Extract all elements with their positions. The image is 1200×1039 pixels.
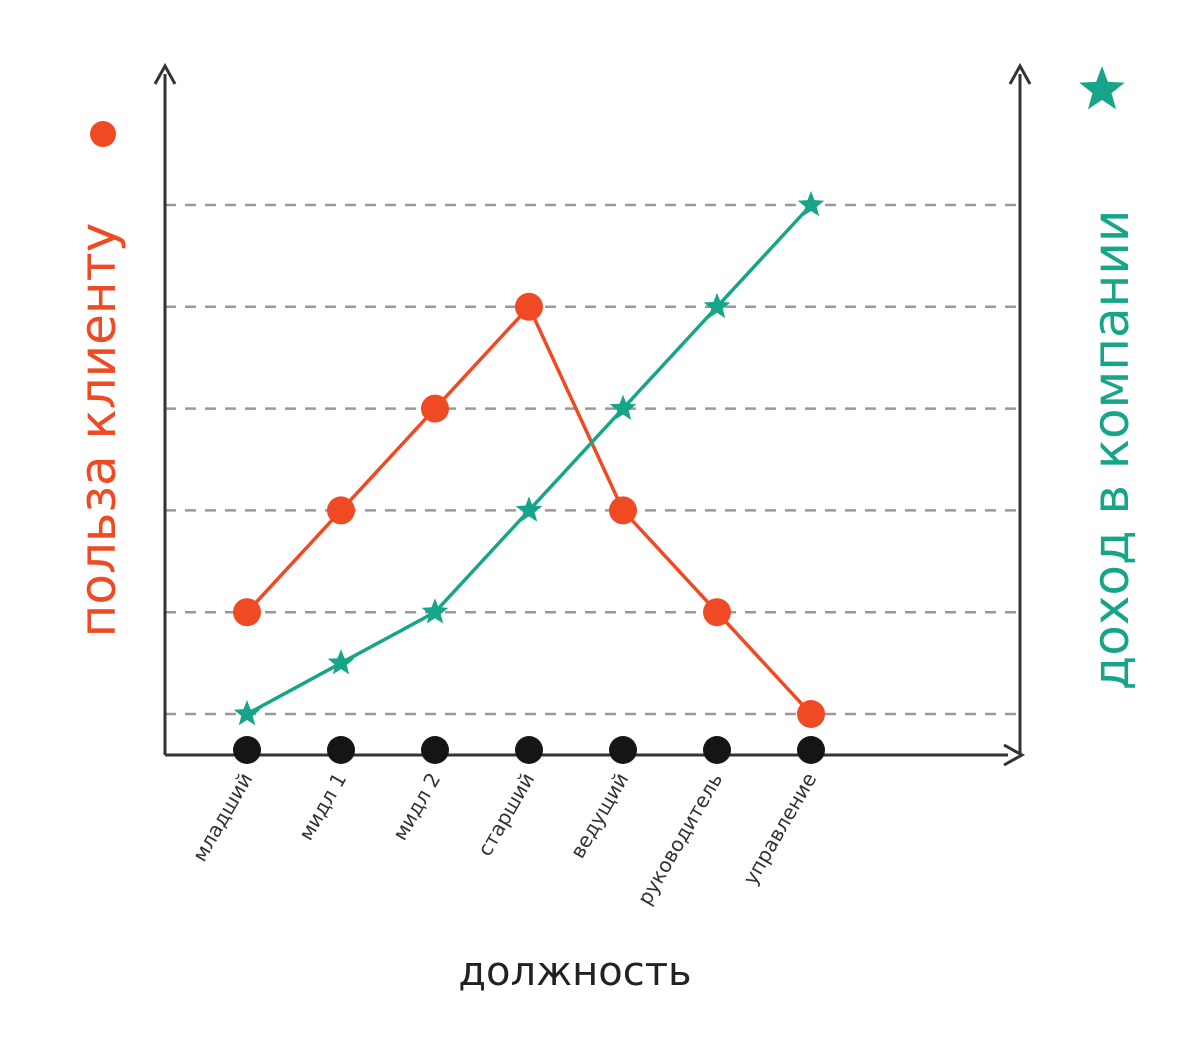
legend-star-marker	[1079, 66, 1125, 110]
data-point	[609, 496, 637, 525]
y-axis-right-title: доход в компании	[1082, 210, 1140, 691]
x-axis-title: должность	[458, 949, 691, 995]
x-tick-label: старший	[473, 769, 540, 861]
series-line	[246, 203, 813, 716]
grid-lines	[165, 203, 1020, 716]
data-point	[609, 394, 637, 420]
category-marker	[327, 736, 355, 764]
data-point	[703, 292, 731, 319]
data-point	[233, 700, 261, 726]
category-marker	[703, 736, 731, 764]
category-markers	[233, 736, 825, 764]
series-income	[233, 191, 825, 726]
x-tick-label: управление	[738, 769, 821, 889]
data-point	[703, 598, 731, 627]
data-point	[421, 598, 449, 624]
x-tick-labels: младший мидл 1 мидл 2 старший ведущий руковод…	[187, 769, 821, 909]
x-tick-label: ведущий	[565, 769, 633, 863]
legend-circle-marker	[90, 121, 116, 147]
x-tick-label: мидл 1	[294, 769, 352, 845]
data-point	[327, 496, 355, 525]
series-benefit	[233, 292, 825, 728]
category-marker	[421, 736, 449, 764]
y-axis-left-title: польза клиенту	[69, 223, 127, 638]
data-point	[327, 649, 355, 675]
x-axis-arrow	[1003, 743, 1026, 767]
data-point	[515, 496, 543, 522]
y-axis-right-arrow	[1008, 62, 1032, 85]
x-tick-label: младший	[187, 769, 257, 866]
data-point	[515, 292, 543, 321]
x-tick-label: руководитель	[632, 769, 727, 909]
category-marker	[609, 736, 637, 764]
data-point	[797, 700, 825, 728]
data-point	[421, 394, 449, 423]
data-point	[233, 598, 261, 627]
data-point	[797, 191, 825, 217]
category-marker	[515, 736, 543, 764]
x-tick-label: мидл 2	[388, 769, 446, 845]
category-marker	[233, 736, 261, 764]
category-marker	[797, 736, 825, 764]
y-axis-left-arrow	[153, 62, 177, 85]
